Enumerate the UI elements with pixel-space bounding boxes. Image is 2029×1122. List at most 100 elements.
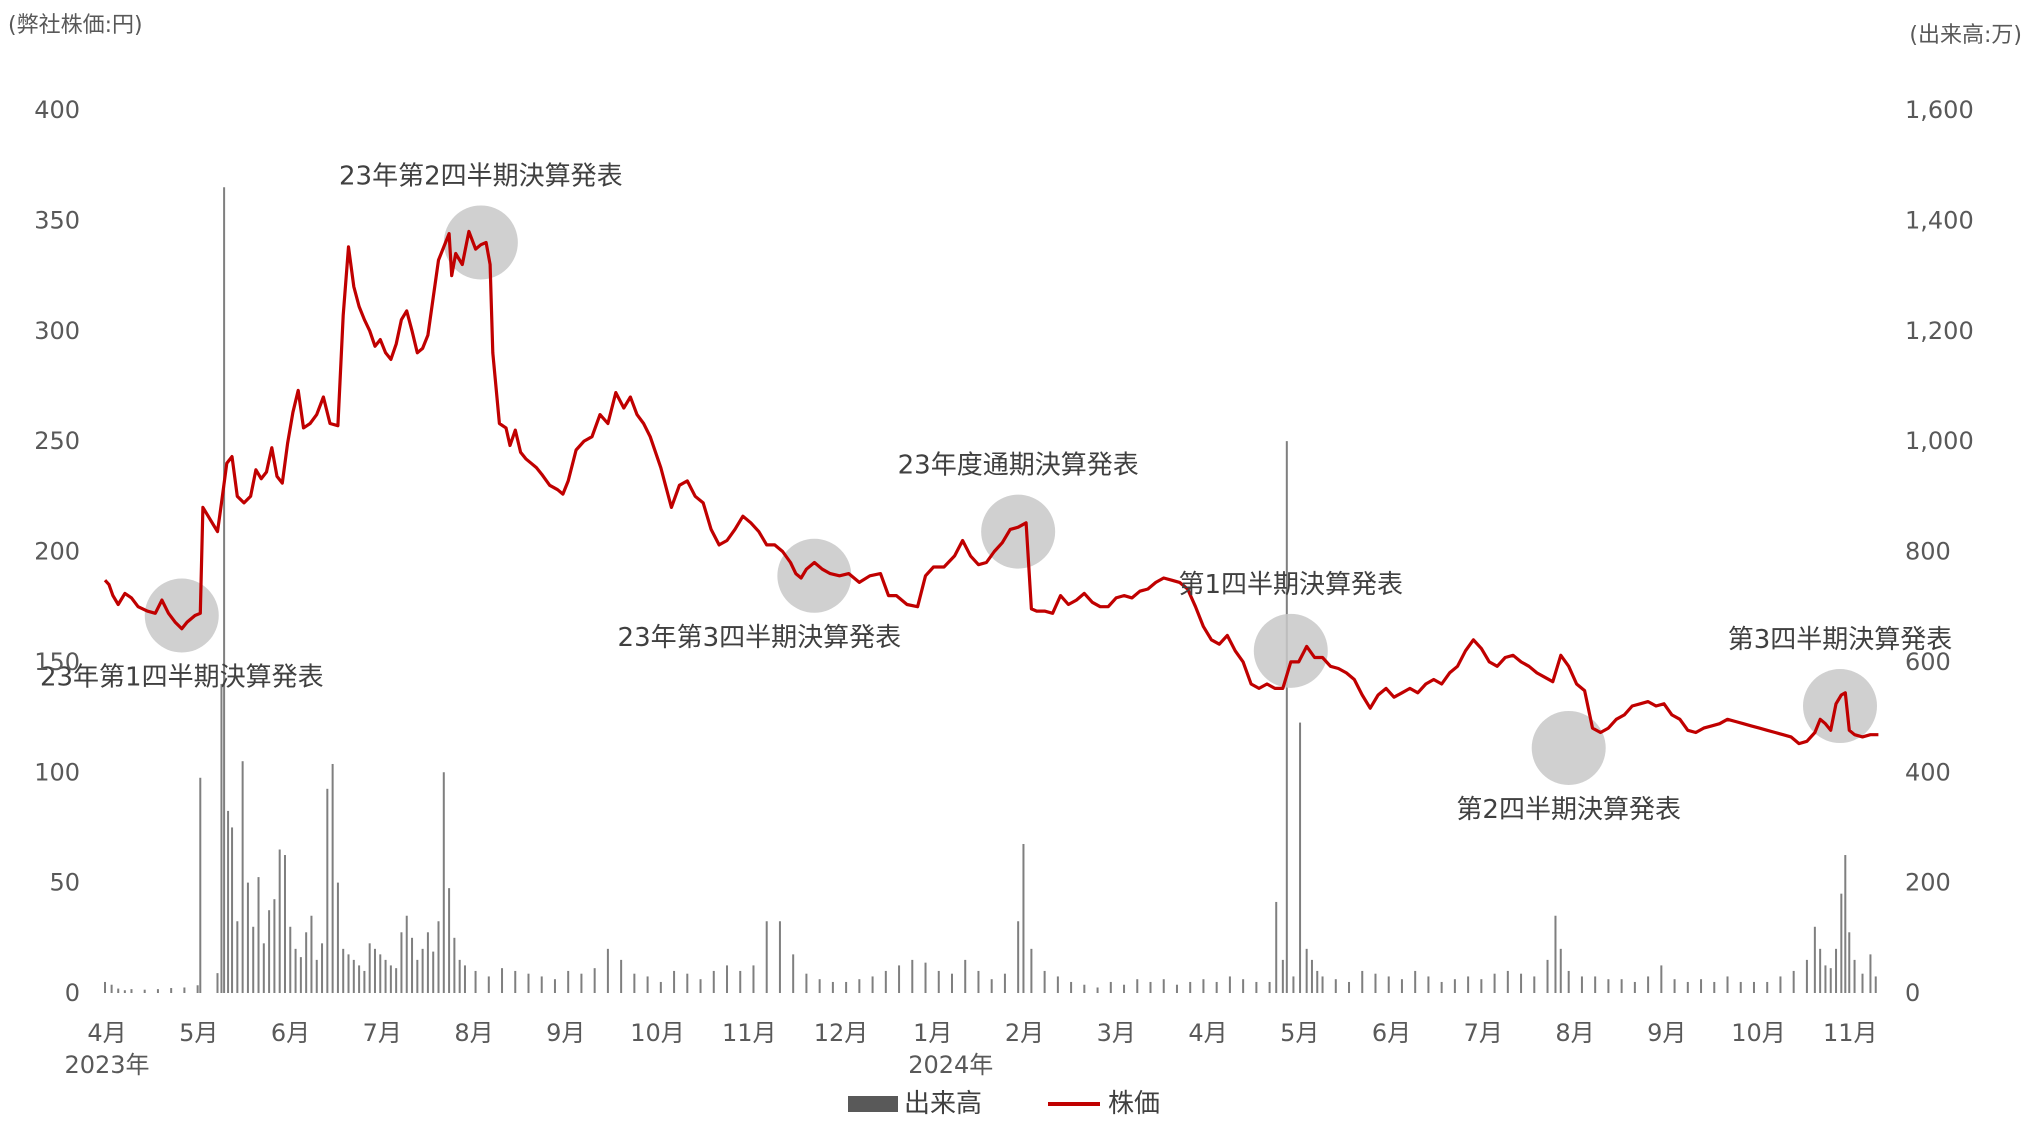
event-annotation-label: 第2四半期決算発表 xyxy=(1456,795,1681,825)
volume-bar xyxy=(1175,984,1178,993)
volume-bar xyxy=(1467,976,1470,993)
right-axis-unit-label: (出来高:万) xyxy=(1909,23,2022,48)
volume-bar xyxy=(792,954,795,993)
volume-bar xyxy=(1493,973,1496,993)
volume-bar xyxy=(358,965,361,993)
volume-bar xyxy=(646,976,649,993)
event-marker xyxy=(777,538,852,613)
event-annotation-label: 23年第1四半期決算発表 xyxy=(40,663,324,693)
volume-bar xyxy=(395,968,398,993)
volume-bar xyxy=(1123,984,1126,993)
volume-bar xyxy=(1083,984,1086,993)
volume-bar xyxy=(458,959,461,993)
volume-bar xyxy=(1686,981,1689,993)
volume-bar xyxy=(937,970,940,993)
right-axis-tick-label: 0 xyxy=(1905,979,1920,1007)
volume-bar xyxy=(1546,959,1549,993)
event-annotation-label: 23年第3四半期決算発表 xyxy=(618,623,902,653)
event-marker xyxy=(1531,710,1606,785)
event-annotation-label: 第3四半期決算発表 xyxy=(1728,625,1953,655)
volume-bar xyxy=(1844,855,1847,993)
volume-bar xyxy=(871,976,874,993)
volume-bar xyxy=(1030,948,1033,993)
volume-bar xyxy=(1268,981,1271,993)
volume-bar xyxy=(606,948,609,993)
volume-bar xyxy=(898,965,901,993)
event-marker xyxy=(1253,613,1328,688)
volume-bar xyxy=(1620,979,1623,993)
volume-bar xyxy=(1869,954,1872,993)
volume-bar xyxy=(1400,979,1403,993)
event-marker xyxy=(443,205,518,280)
volume-bar xyxy=(1819,948,1822,993)
legend: 出来高 株価 xyxy=(848,1089,1160,1119)
volume-bar xyxy=(474,970,477,993)
volume-bar xyxy=(1440,981,1443,993)
volume-bar xyxy=(442,772,445,993)
volume-bar xyxy=(268,910,271,993)
left-axis-tick-label: 150 xyxy=(34,648,80,676)
volume-bar xyxy=(553,979,556,993)
x-axis-month-label: 5月 xyxy=(179,1019,218,1047)
volume-bar xyxy=(236,921,239,993)
volume-bar xyxy=(299,957,302,993)
x-axis-year-label: 2023年 xyxy=(64,1051,149,1079)
volume-bar xyxy=(156,989,159,993)
volume-bar xyxy=(405,915,408,993)
volume-bar xyxy=(336,882,339,993)
volume-bar xyxy=(1792,970,1795,993)
volume-bar xyxy=(352,959,355,993)
x-axis-month-label: 10月 xyxy=(630,1019,685,1047)
volume-bar xyxy=(1840,893,1843,993)
volume-bar xyxy=(964,959,967,993)
volume-bar xyxy=(527,973,530,993)
volume-bar xyxy=(368,943,371,993)
volume-bar xyxy=(487,976,490,993)
volume-bar xyxy=(220,683,223,993)
x-axis-month-label: 4月 xyxy=(87,1019,126,1047)
volume-bar xyxy=(1824,965,1827,993)
volume-bar xyxy=(950,973,953,993)
volume-bar xyxy=(384,959,387,993)
right-axis-tick-label: 1,200 xyxy=(1905,317,1974,345)
volume-bar xyxy=(379,954,382,993)
x-axis-month-label: 5月 xyxy=(1280,1019,1319,1047)
volume-bar xyxy=(1559,948,1562,993)
volume-bar xyxy=(463,965,466,993)
volume-bar xyxy=(778,921,781,993)
volume-bar xyxy=(223,187,226,993)
volume-bar xyxy=(1285,441,1288,993)
volume-bar xyxy=(1506,970,1509,993)
volume-bar xyxy=(432,951,435,993)
volume-bar xyxy=(1292,976,1295,993)
volume-bar xyxy=(1554,915,1557,993)
event-marker xyxy=(144,578,219,653)
volume-bar xyxy=(1480,979,1483,993)
volume-bar xyxy=(1275,901,1278,993)
volume-bar xyxy=(686,973,689,993)
volume-bar xyxy=(453,937,456,993)
volume-bar xyxy=(426,932,429,993)
volume-bar xyxy=(117,988,120,993)
volume-bar xyxy=(294,948,297,993)
x-axis-month-label: 7月 xyxy=(1464,1019,1503,1047)
price-line xyxy=(103,229,1879,746)
volume-bar xyxy=(342,948,345,993)
axis-labels-layer: 0 50 100 150 200 250 300 350 400 0 200 400 600 800 1,0… xyxy=(34,96,1974,1079)
x-axis-month-label: 8月 xyxy=(1555,1019,1594,1047)
volume-bar xyxy=(123,990,126,993)
volume-bar xyxy=(1242,979,1245,993)
x-axis-month-label: 9月 xyxy=(1647,1019,1686,1047)
volume-bar xyxy=(1726,976,1729,993)
volume-bar xyxy=(1829,968,1832,993)
volume-bar xyxy=(216,973,219,993)
volume-bar xyxy=(726,965,729,993)
x-axis-month-label: 7月 xyxy=(363,1019,402,1047)
volume-bar xyxy=(1739,981,1742,993)
volume-bar xyxy=(1374,973,1377,993)
volume-bar xyxy=(845,981,848,993)
right-axis-tick-label: 600 xyxy=(1905,648,1951,676)
volume-bar xyxy=(514,970,517,993)
volume-bar xyxy=(1633,981,1636,993)
event-marker xyxy=(1803,669,1878,744)
